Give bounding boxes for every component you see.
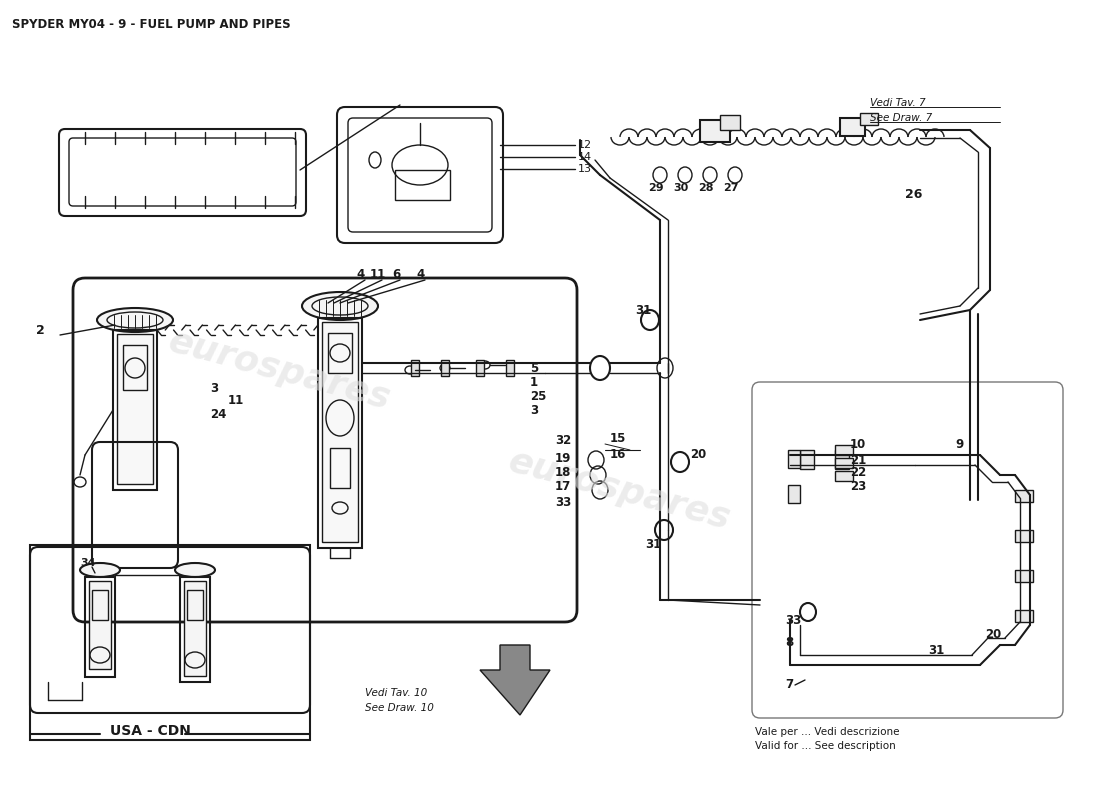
Text: 19: 19 xyxy=(556,451,571,465)
Text: 28: 28 xyxy=(698,183,714,193)
Text: 20: 20 xyxy=(984,629,1001,642)
Text: 11: 11 xyxy=(228,394,244,406)
Text: See Draw. 7: See Draw. 7 xyxy=(870,113,933,123)
Text: 12: 12 xyxy=(578,140,592,150)
Bar xyxy=(860,113,878,125)
Bar xyxy=(441,360,449,376)
Text: 15: 15 xyxy=(610,431,626,445)
Bar xyxy=(123,345,147,390)
Bar xyxy=(720,115,740,130)
Bar xyxy=(1015,490,1033,502)
Bar xyxy=(476,360,484,376)
Text: 8: 8 xyxy=(785,635,793,649)
Bar xyxy=(506,360,514,376)
Bar xyxy=(85,577,116,677)
Ellipse shape xyxy=(175,563,214,577)
Text: 1: 1 xyxy=(530,377,538,390)
Bar xyxy=(184,581,206,676)
Text: 23: 23 xyxy=(850,481,867,494)
Text: 16: 16 xyxy=(610,447,626,461)
Text: 31: 31 xyxy=(635,303,651,317)
Bar xyxy=(788,485,800,503)
Bar xyxy=(835,450,849,469)
Text: 3: 3 xyxy=(530,405,538,418)
Bar xyxy=(835,458,852,468)
Bar xyxy=(322,322,358,542)
Text: 13: 13 xyxy=(578,164,592,174)
Text: 32: 32 xyxy=(556,434,571,446)
Text: 6: 6 xyxy=(392,269,400,282)
Bar xyxy=(700,120,730,142)
Text: SPYDER MY04 - 9 - FUEL PUMP AND PIPES: SPYDER MY04 - 9 - FUEL PUMP AND PIPES xyxy=(12,18,290,31)
Text: 4: 4 xyxy=(356,269,365,282)
Bar xyxy=(187,590,204,620)
Text: 26: 26 xyxy=(905,189,923,202)
Text: 29: 29 xyxy=(648,183,663,193)
Polygon shape xyxy=(480,645,550,715)
Text: 14: 14 xyxy=(578,152,592,162)
Text: eurospares: eurospares xyxy=(505,444,735,536)
Text: eurospares: eurospares xyxy=(165,324,395,416)
Text: 34: 34 xyxy=(80,558,96,568)
Text: 33: 33 xyxy=(556,495,571,509)
Text: 33: 33 xyxy=(785,614,801,626)
Bar xyxy=(835,471,852,481)
Ellipse shape xyxy=(97,308,173,332)
Text: 27: 27 xyxy=(724,183,739,193)
Text: See Draw. 10: See Draw. 10 xyxy=(365,703,433,713)
Bar xyxy=(113,330,157,490)
Bar xyxy=(1015,570,1033,582)
Bar xyxy=(117,334,153,484)
Text: Vedi Tav. 10: Vedi Tav. 10 xyxy=(365,688,427,698)
Text: 30: 30 xyxy=(673,183,689,193)
Text: 4: 4 xyxy=(417,269,425,282)
Text: 21: 21 xyxy=(850,454,867,466)
Bar xyxy=(800,450,814,469)
Bar xyxy=(835,445,852,455)
Bar xyxy=(89,581,111,669)
Ellipse shape xyxy=(302,292,378,320)
Text: 3: 3 xyxy=(210,382,218,394)
Text: 7: 7 xyxy=(785,678,793,691)
Bar xyxy=(318,318,362,548)
Text: 22: 22 xyxy=(850,466,867,479)
Bar xyxy=(788,450,800,468)
Bar xyxy=(411,360,419,376)
Bar xyxy=(395,170,450,200)
Bar xyxy=(92,590,108,620)
Ellipse shape xyxy=(80,563,120,577)
Text: 17: 17 xyxy=(556,481,571,494)
Text: 31: 31 xyxy=(928,643,944,657)
Text: 5: 5 xyxy=(530,362,538,374)
Text: Vale per ... Vedi descrizione: Vale per ... Vedi descrizione xyxy=(755,727,900,737)
Text: 25: 25 xyxy=(530,390,547,403)
Text: 18: 18 xyxy=(556,466,571,478)
Text: 31: 31 xyxy=(645,538,661,551)
Bar xyxy=(1015,610,1033,622)
Text: 20: 20 xyxy=(690,449,706,462)
Bar xyxy=(180,577,210,682)
Text: 11: 11 xyxy=(370,269,386,282)
Bar xyxy=(328,333,352,373)
Bar xyxy=(1015,530,1033,542)
Bar xyxy=(330,448,350,488)
Text: Valid for ... See description: Valid for ... See description xyxy=(755,741,895,751)
Bar xyxy=(840,118,865,136)
Text: 2: 2 xyxy=(36,323,45,337)
Text: 24: 24 xyxy=(210,409,227,422)
Text: 9: 9 xyxy=(955,438,964,451)
Text: 10: 10 xyxy=(850,438,867,451)
Text: USA - CDN: USA - CDN xyxy=(110,724,191,738)
Text: Vedi Tav. 7: Vedi Tav. 7 xyxy=(870,98,925,108)
Bar xyxy=(30,545,310,740)
